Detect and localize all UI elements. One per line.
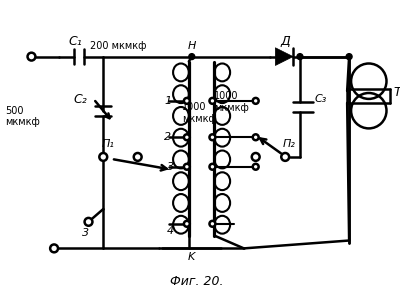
Text: 1000
мкмкф: 1000 мкмкф bbox=[182, 102, 217, 124]
Circle shape bbox=[84, 218, 92, 226]
Text: 1: 1 bbox=[164, 96, 171, 106]
Circle shape bbox=[100, 154, 106, 160]
Circle shape bbox=[184, 134, 190, 140]
Circle shape bbox=[297, 54, 303, 59]
Circle shape bbox=[134, 153, 142, 161]
Text: 500
мкмкф: 500 мкмкф bbox=[5, 106, 40, 127]
Text: Д: Д bbox=[280, 35, 290, 48]
Text: 3: 3 bbox=[167, 162, 174, 172]
Circle shape bbox=[253, 134, 259, 140]
Circle shape bbox=[28, 53, 36, 61]
Text: C₁: C₁ bbox=[69, 35, 82, 48]
Circle shape bbox=[253, 164, 259, 170]
Text: C₂: C₂ bbox=[74, 93, 88, 106]
Text: 1000
мкмкф: 1000 мкмкф bbox=[214, 91, 249, 113]
Polygon shape bbox=[275, 48, 293, 66]
Text: C₃: C₃ bbox=[315, 94, 327, 104]
Circle shape bbox=[189, 54, 195, 59]
Text: П₁: П₁ bbox=[101, 139, 114, 149]
Text: H: H bbox=[188, 41, 196, 51]
Circle shape bbox=[253, 98, 259, 104]
Circle shape bbox=[252, 153, 260, 161]
Circle shape bbox=[184, 164, 190, 170]
Text: 200 мкмкф: 200 мкмкф bbox=[90, 41, 147, 51]
Text: T: T bbox=[393, 86, 400, 99]
Circle shape bbox=[99, 153, 107, 161]
Circle shape bbox=[210, 221, 215, 227]
Text: 4: 4 bbox=[167, 226, 174, 236]
Circle shape bbox=[184, 98, 190, 104]
Circle shape bbox=[50, 244, 58, 252]
Text: Фиг. 20.: Фиг. 20. bbox=[170, 275, 224, 288]
Circle shape bbox=[281, 153, 289, 161]
Circle shape bbox=[346, 54, 352, 59]
Text: 2: 2 bbox=[164, 132, 171, 142]
Text: П₂: П₂ bbox=[282, 139, 295, 149]
Circle shape bbox=[210, 98, 215, 104]
Text: 3: 3 bbox=[82, 228, 89, 238]
Circle shape bbox=[184, 221, 190, 227]
Circle shape bbox=[210, 164, 215, 170]
Text: K: K bbox=[188, 252, 195, 262]
Circle shape bbox=[210, 134, 215, 140]
